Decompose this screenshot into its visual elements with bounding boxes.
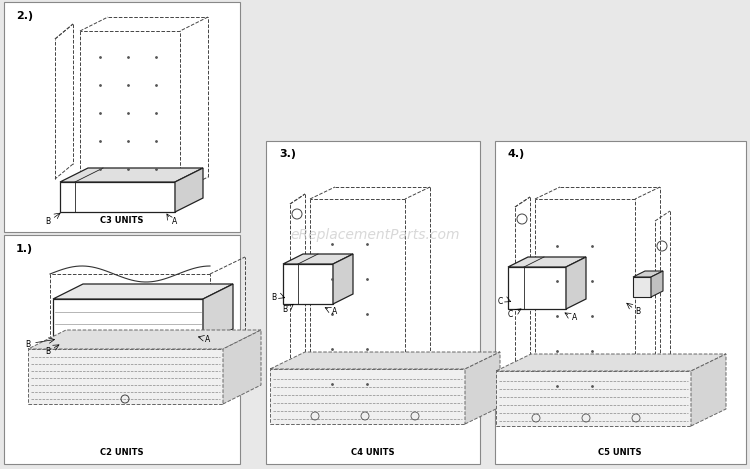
- Polygon shape: [508, 257, 586, 267]
- Text: A: A: [206, 334, 211, 343]
- Bar: [495, 141, 746, 464]
- Polygon shape: [651, 271, 663, 297]
- Bar: [4, 2, 240, 232]
- Polygon shape: [633, 277, 651, 297]
- Text: B: B: [283, 304, 287, 313]
- Text: 4.): 4.): [507, 149, 524, 159]
- Bar: [4, 234, 240, 464]
- Polygon shape: [508, 267, 566, 309]
- Polygon shape: [496, 371, 691, 426]
- Polygon shape: [566, 257, 586, 309]
- Text: 3.): 3.): [279, 149, 296, 159]
- Text: A: A: [172, 217, 178, 226]
- Polygon shape: [223, 330, 261, 404]
- Text: 1.): 1.): [16, 244, 33, 254]
- Polygon shape: [496, 354, 726, 371]
- Text: A: A: [572, 312, 578, 322]
- Text: C5 UNITS: C5 UNITS: [598, 447, 642, 456]
- Polygon shape: [203, 284, 233, 344]
- Polygon shape: [28, 330, 261, 349]
- Text: C4 UNITS: C4 UNITS: [351, 447, 394, 456]
- Polygon shape: [270, 369, 465, 424]
- Polygon shape: [28, 349, 223, 404]
- Text: C2 UNITS: C2 UNITS: [100, 447, 144, 456]
- Polygon shape: [633, 271, 663, 277]
- Polygon shape: [283, 264, 333, 304]
- Polygon shape: [283, 254, 353, 264]
- Text: B: B: [26, 340, 31, 348]
- Text: C: C: [497, 296, 502, 305]
- Polygon shape: [53, 284, 233, 299]
- Text: C3 UNITS: C3 UNITS: [100, 215, 144, 225]
- Polygon shape: [465, 352, 500, 424]
- Bar: [266, 141, 480, 464]
- Polygon shape: [691, 354, 726, 426]
- Text: A: A: [332, 307, 338, 316]
- Polygon shape: [60, 168, 203, 182]
- Polygon shape: [175, 168, 203, 212]
- Polygon shape: [333, 254, 353, 304]
- Text: C: C: [507, 310, 513, 318]
- Text: B: B: [46, 347, 50, 356]
- Text: B: B: [272, 293, 277, 302]
- Polygon shape: [270, 352, 500, 369]
- Text: B: B: [635, 307, 640, 316]
- Text: eReplacementParts.com: eReplacementParts.com: [290, 227, 460, 242]
- Text: 2.): 2.): [16, 11, 33, 21]
- Polygon shape: [53, 299, 203, 344]
- Polygon shape: [60, 182, 175, 212]
- Text: B: B: [46, 217, 50, 226]
